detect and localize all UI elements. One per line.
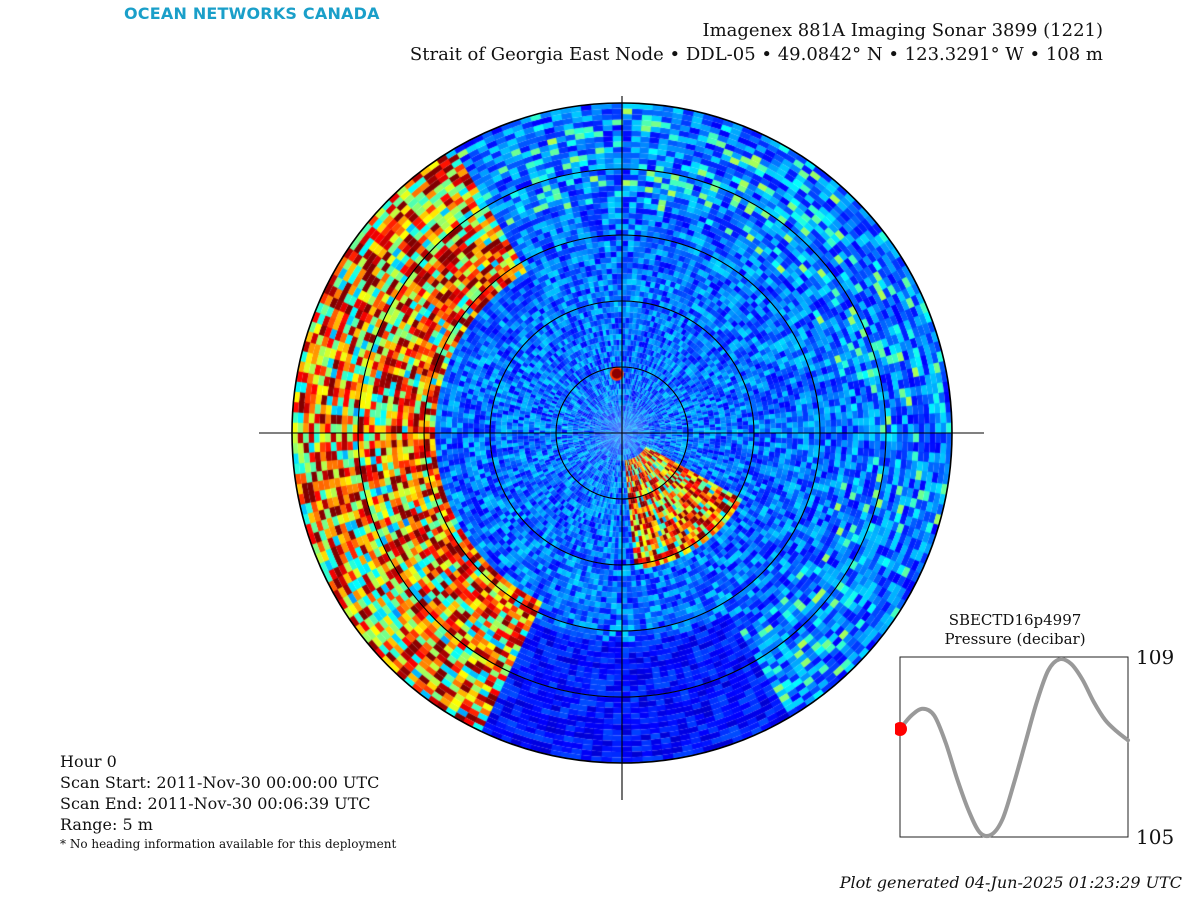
scan-end-label: Scan End: 2011-Nov-30 00:06:39 UTC xyxy=(60,794,371,813)
plot-generated-timestamp: Plot generated 04-Jun-2025 01:23:29 UTC xyxy=(839,873,1182,892)
scan-info: Hour 0 Scan Start: 2011-Nov-30 00:00:00 … xyxy=(60,751,396,852)
pressure-ytick-label-105: 105 xyxy=(1136,825,1174,845)
plot-title-block: Imagenex 881A Imaging Sonar 3899 (1221) … xyxy=(410,19,1103,67)
pressure-series-line-0 xyxy=(898,656,1130,839)
sonar-grid-overlay xyxy=(259,96,984,800)
pressure-plot-frame xyxy=(899,656,1129,838)
hour-label: Hour 0 xyxy=(60,752,117,771)
pressure-inset-title: SBECTD16p4997 Pressure (decibar) xyxy=(900,611,1130,649)
range-label: Range: 5 m xyxy=(60,815,153,834)
plot-subtitle: Strait of Georgia East Node • DDL-05 • 4… xyxy=(409,44,1103,65)
current-time-marker xyxy=(895,722,907,736)
heading-note: * No heading information available for t… xyxy=(60,837,397,851)
plot-title: Imagenex 881A Imaging Sonar 3899 (1221) xyxy=(702,20,1103,41)
pressure-ytick-label-109: 109 xyxy=(1136,650,1174,669)
pressure-inset-subtitle: Pressure (decibar) xyxy=(944,630,1086,648)
sonar-polar-plot xyxy=(258,96,985,800)
onc-logo: OCEAN NETWORKS CANADA xyxy=(124,4,380,23)
scan-start-label: Scan Start: 2011-Nov-30 00:00:00 UTC xyxy=(60,773,380,792)
pressure-inset-instrument: SBECTD16p4997 xyxy=(948,611,1082,629)
pressure-inset-chart: 105 109 xyxy=(895,650,1174,845)
